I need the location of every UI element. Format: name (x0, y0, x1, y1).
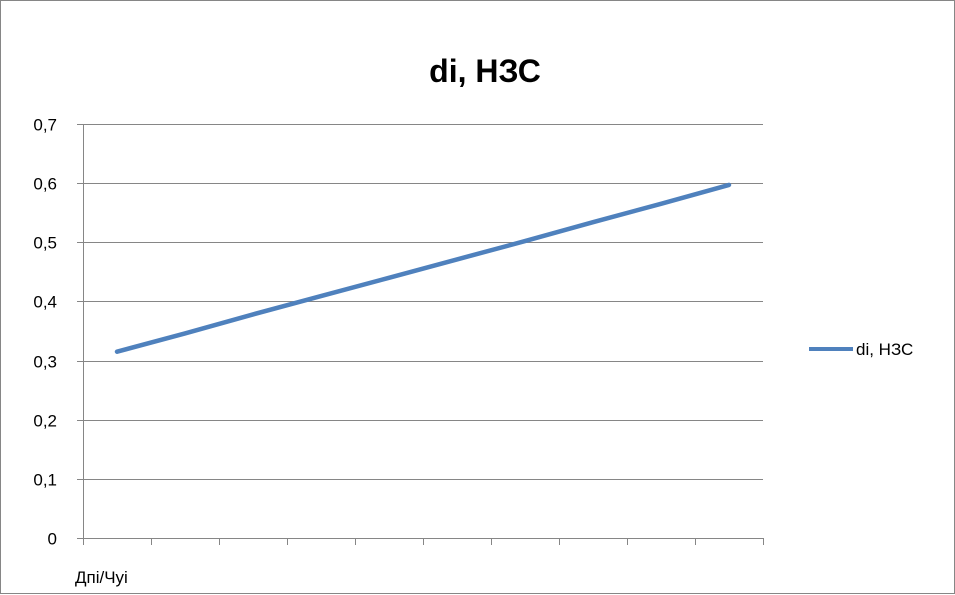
axes: 0 0,1 0,2 0,3 0,4 0,5 0,6 0,7 Дпі/Чуі (33, 116, 764, 587)
y-tick-label: 0,4 (33, 293, 57, 312)
x-tick-label: Дпі/Чуі (75, 568, 128, 587)
y-tick-label: 0,1 (33, 471, 57, 490)
grid-lines (83, 124, 763, 480)
chart-title: di, НЗС (429, 53, 541, 89)
y-tick-label: 0 (48, 530, 57, 549)
legend-label: di, НЗС (856, 340, 913, 359)
y-tick-label: 0,6 (33, 175, 57, 194)
series-layer (114, 182, 732, 354)
series-line (114, 182, 732, 354)
y-tick-label: 0,7 (33, 116, 57, 135)
y-tick-label: 0,3 (33, 353, 57, 372)
legend: di, НЗС (809, 340, 913, 359)
y-tick-label: 0,5 (33, 234, 57, 253)
y-tick-label: 0,2 (33, 412, 57, 431)
